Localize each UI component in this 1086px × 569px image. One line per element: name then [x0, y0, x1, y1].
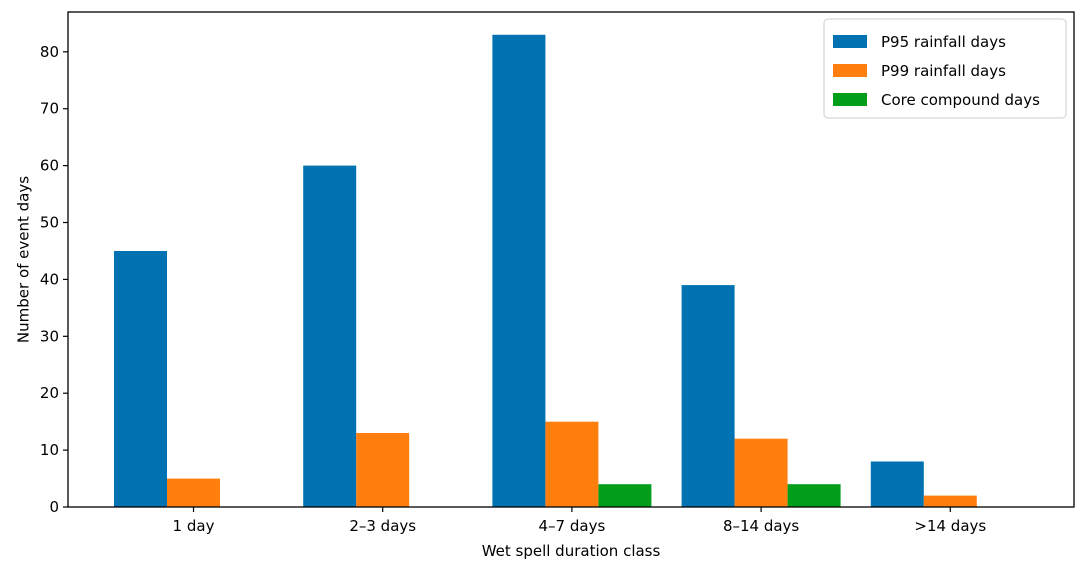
y-tick-label: 40 — [40, 270, 59, 288]
bar-p99-rainfall-days-2 — [545, 421, 599, 507]
legend-label: P99 rainfall days — [881, 62, 1006, 80]
y-tick-label: 50 — [40, 214, 59, 232]
bar-p95-rainfall-days-0 — [114, 251, 167, 507]
bar-p95-rainfall-days-4 — [870, 461, 924, 507]
y-axis-title: Number of event days — [15, 176, 33, 343]
x-axis: 1 day 2–3 days 4–7 days 8–14 days >14 days — [173, 507, 986, 535]
y-tick-label: 70 — [40, 100, 59, 118]
legend-swatch — [833, 35, 867, 48]
bar-core-compound-days-2 — [598, 484, 652, 507]
legend-box — [823, 18, 1067, 119]
bar-p95-rainfall-days-1 — [303, 165, 357, 507]
x-axis-title: Wet spell duration class — [482, 542, 661, 560]
bar-p95-rainfall-days-3 — [681, 285, 735, 507]
bar-p99-rainfall-days-4 — [923, 495, 977, 507]
y-tick-label: 30 — [40, 327, 59, 345]
bar-p95-rainfall-days-2 — [492, 34, 546, 508]
x-tick-label: 8–14 days — [723, 517, 799, 535]
x-tick-label: 4–7 days — [539, 517, 606, 535]
x-tick-label: 2–3 days — [349, 517, 416, 535]
bar-p99-rainfall-days-0 — [167, 478, 220, 507]
y-tick-label: 20 — [40, 384, 59, 402]
x-tick-label: >14 days — [914, 517, 986, 535]
legend-label: P95 rainfall days — [881, 33, 1006, 51]
bar-p99-rainfall-days-3 — [734, 438, 788, 507]
y-axis: 0 10 20 30 40 50 60 70 80 — [40, 43, 68, 516]
legend: P95 rainfall days P99 rainfall days Core c… — [823, 18, 1067, 119]
legend-swatch — [833, 93, 867, 106]
bar-p99-rainfall-days-1 — [356, 433, 410, 507]
plot-frame — [67, 11, 1075, 508]
bar-core-compound-days-3 — [787, 484, 841, 507]
y-tick-label: 80 — [40, 43, 59, 61]
y-tick-label: 10 — [40, 441, 59, 459]
y-tick-label: 60 — [40, 157, 59, 175]
legend-swatch — [833, 64, 867, 77]
x-tick-label: 1 day — [173, 517, 215, 535]
legend-label: Core compound days — [881, 91, 1040, 109]
bars-layer — [114, 34, 977, 508]
y-tick-label: 0 — [49, 498, 59, 516]
